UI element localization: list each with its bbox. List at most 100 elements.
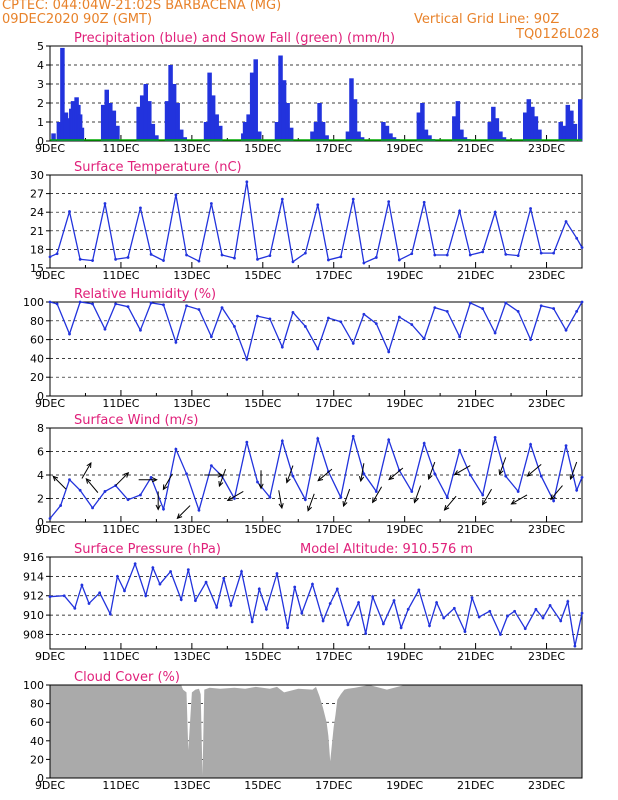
pressure-point xyxy=(257,587,261,591)
temp-point xyxy=(268,254,272,257)
wind-arrow-shaft xyxy=(307,493,315,511)
precip-bar xyxy=(79,127,85,141)
wind-point xyxy=(78,488,82,492)
precip-bar xyxy=(203,122,209,141)
temp-point xyxy=(493,210,497,214)
temp-series-line xyxy=(49,181,583,264)
y-tick-label: 27 xyxy=(30,188,44,201)
precip-bar xyxy=(526,99,532,141)
precip-bar xyxy=(249,72,255,141)
wind-point xyxy=(529,443,532,446)
rh-point xyxy=(564,328,568,332)
panel-frame xyxy=(49,301,583,397)
temp-point xyxy=(327,258,330,262)
x-tick-label: 21DEC xyxy=(457,779,494,792)
rh-point xyxy=(139,328,142,332)
vertical-grid-note: Vertical Grid Line: 90Z xyxy=(414,12,560,27)
y-tick-label: 3 xyxy=(37,78,44,91)
pressure-point xyxy=(311,582,314,586)
panel-note: Model Altitude: 910.576 m xyxy=(300,542,473,557)
wind-point xyxy=(374,490,378,493)
wind-arrow xyxy=(453,465,471,476)
temp-point xyxy=(55,252,59,256)
x-tick-label: 17DEC xyxy=(315,779,352,792)
y-tick-label: 0 xyxy=(37,772,44,785)
precip-bar xyxy=(111,110,117,141)
precip-bar xyxy=(384,125,390,141)
precip-bar xyxy=(115,125,120,141)
rh-point xyxy=(468,301,472,305)
pressure-point xyxy=(275,572,279,575)
pressure-point xyxy=(194,599,197,602)
y-tick-label: 40 xyxy=(30,735,44,748)
wind-point xyxy=(445,495,449,499)
wind-arrow xyxy=(510,494,528,505)
rh-point xyxy=(387,350,391,354)
rh-point xyxy=(48,300,52,304)
y-tick-label: 914 xyxy=(23,570,44,583)
x-tick-label: 23DEC xyxy=(528,269,565,282)
precip-bar xyxy=(56,122,62,141)
pressure-point xyxy=(321,619,325,623)
precip-bar xyxy=(491,106,496,141)
wind-point xyxy=(362,472,366,476)
precip-bar xyxy=(147,101,152,141)
precip-bar xyxy=(310,131,315,141)
rh-point xyxy=(529,338,532,341)
x-tick-label: 21DEC xyxy=(457,397,494,410)
temp-point xyxy=(149,252,153,256)
x-tick-label: 13DEC xyxy=(173,269,210,282)
precip-bar xyxy=(577,99,583,141)
x-tick-label: 17DEC xyxy=(315,397,352,410)
wind-arrow-head xyxy=(372,497,378,504)
y-tick-label: 21 xyxy=(30,225,44,238)
wind-point xyxy=(68,478,71,482)
y-tick-label: 80 xyxy=(30,315,44,328)
wind-arrow-shaft xyxy=(286,465,294,483)
temp-point xyxy=(280,197,284,201)
pressure-point xyxy=(108,612,112,616)
wind-point xyxy=(139,493,142,497)
rh-series-line xyxy=(49,301,583,362)
x-tick-label: 17DEC xyxy=(315,523,352,536)
precip-bar xyxy=(100,104,106,141)
x-tick-label: 13DEC xyxy=(173,650,210,663)
wind-arrow-shaft xyxy=(444,495,457,511)
wind-arrow xyxy=(443,495,457,511)
wind-point xyxy=(91,506,94,510)
run-code: TQ0126L028 xyxy=(516,27,600,42)
precip-bar xyxy=(356,131,361,141)
x-tick-label: 13DEC xyxy=(173,779,210,792)
panel-title: Surface Pressure (hPa) xyxy=(74,542,221,557)
rh-point xyxy=(433,306,437,310)
wind-point xyxy=(458,448,462,452)
precip-bar xyxy=(416,112,422,141)
pressure-point xyxy=(215,605,219,609)
y-tick-label: 0 xyxy=(37,135,44,148)
wind-point xyxy=(516,490,520,493)
panel-frame-top xyxy=(49,684,583,779)
wind-point xyxy=(256,480,259,484)
precip-bar xyxy=(427,135,432,141)
wind-arrow-head xyxy=(86,461,92,468)
pressure-point xyxy=(364,632,368,635)
y-tick-label: 910 xyxy=(23,609,44,622)
precip-bar xyxy=(178,129,184,141)
precip-bar xyxy=(498,131,503,141)
rh-point xyxy=(327,316,330,320)
wind-arrow-head xyxy=(569,473,575,481)
x-tick-label: 11DEC xyxy=(102,650,139,663)
x-tick-label: 23DEC xyxy=(528,397,565,410)
wind-point xyxy=(481,493,485,497)
x-tick-label: 9DEC xyxy=(35,523,65,536)
pressure-point xyxy=(499,633,502,636)
precip-bar xyxy=(494,118,500,141)
temp-point xyxy=(351,197,355,201)
precip-bar xyxy=(533,116,539,141)
pressure-point xyxy=(204,580,208,584)
wind-arrow xyxy=(569,461,578,481)
pressure-point xyxy=(534,607,538,611)
wind-arrow-head xyxy=(155,504,161,511)
wind-arrow-shaft xyxy=(85,478,99,493)
precip-bar xyxy=(51,133,56,141)
